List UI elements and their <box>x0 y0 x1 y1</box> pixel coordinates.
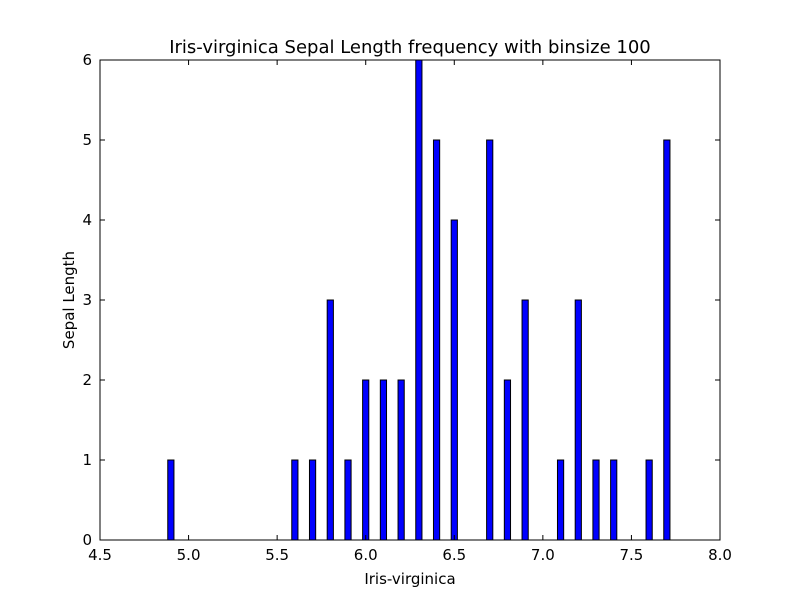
bar <box>344 459 352 541</box>
x-tick-label: 7.0 <box>531 546 555 564</box>
bar <box>379 379 388 541</box>
chart-title: Iris-virginica Sepal Length frequency wi… <box>169 37 651 58</box>
bar <box>397 379 405 541</box>
bars-group <box>167 59 671 541</box>
y-tick-label: 4 <box>82 211 92 229</box>
bar <box>610 459 618 541</box>
y-tick-label: 2 <box>82 371 92 389</box>
bar <box>503 379 512 541</box>
bar <box>362 379 370 541</box>
x-tick-label: 5.0 <box>177 546 201 564</box>
bar <box>521 299 529 541</box>
plot-area-frame <box>99 59 721 541</box>
bar <box>574 299 582 541</box>
bar <box>291 459 299 541</box>
y-axis-label: Sepal Length <box>60 251 78 349</box>
bar <box>308 459 317 541</box>
x-tick-label: 8.0 <box>708 546 732 564</box>
bar <box>645 459 653 541</box>
bar <box>326 299 334 541</box>
y-tick-label: 0 <box>82 531 92 549</box>
bar <box>556 459 565 541</box>
x-tick-label: 5.5 <box>265 546 289 564</box>
bar <box>432 139 441 541</box>
bar <box>592 459 600 541</box>
y-tick-label: 6 <box>82 51 92 69</box>
x-tick-label: 6.5 <box>442 546 466 564</box>
x-tick-label: 6.0 <box>354 546 378 564</box>
bar <box>663 139 671 541</box>
y-tick-label: 5 <box>82 131 92 149</box>
bar <box>486 139 494 541</box>
x-axis-label: Iris-virginica <box>364 570 455 588</box>
bar <box>450 219 458 541</box>
ticks-group: 4.5 5.0 5.5 6.0 6.5 7.0 7.5 8.0 0 1 2 3 4 5 6 <box>82 51 731 564</box>
y-tick-label: 3 <box>82 291 92 309</box>
bar <box>167 459 175 541</box>
x-tick-label: 7.5 <box>619 546 643 564</box>
bar <box>415 59 423 541</box>
y-tick-label: 1 <box>82 451 92 469</box>
x-tick-label: 4.5 <box>88 546 112 564</box>
